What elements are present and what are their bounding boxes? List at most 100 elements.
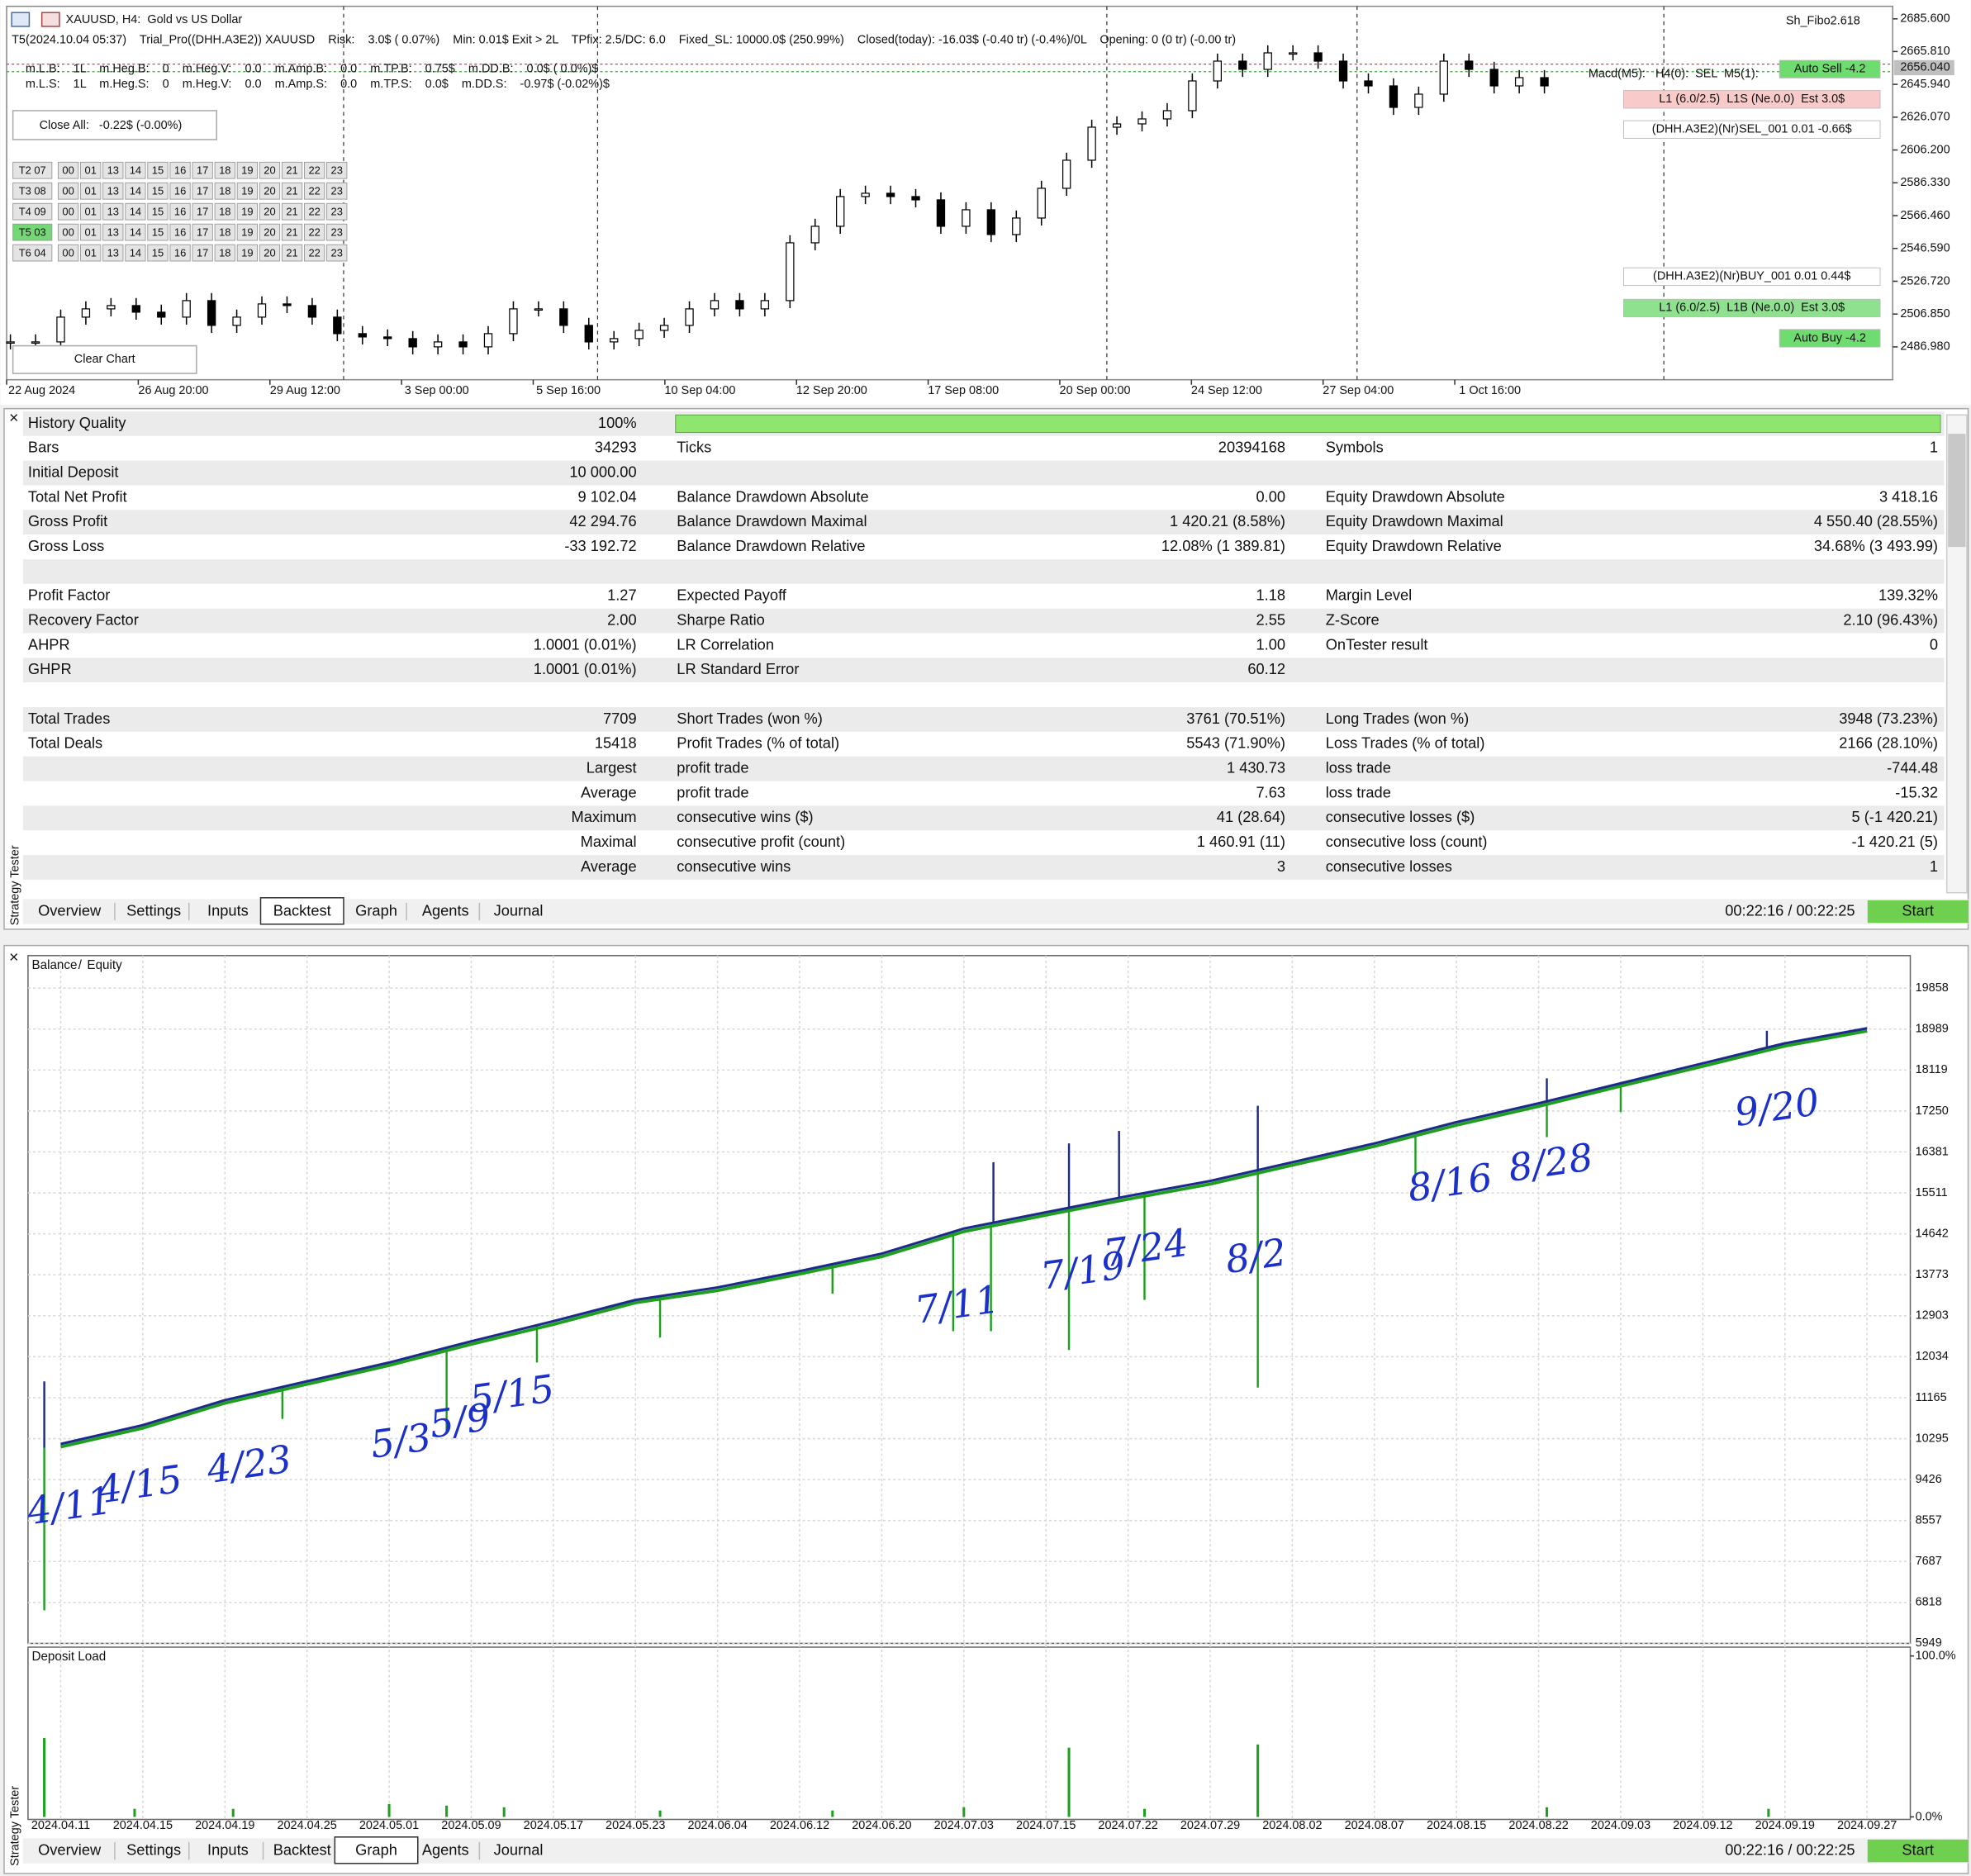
hour-label[interactable]: 23 <box>331 164 343 176</box>
day-cell[interactable] <box>12 161 53 179</box>
clear-chart-button[interactable] <box>12 344 197 374</box>
clear-chart-label[interactable]: Clear Chart <box>74 353 135 366</box>
hour-cell[interactable] <box>281 223 303 241</box>
day-cell[interactable] <box>12 182 53 200</box>
tab-label[interactable]: Inputs <box>207 1840 249 1858</box>
hour-label[interactable]: 15 <box>152 184 164 197</box>
trade-label-box[interactable] <box>1779 329 1881 348</box>
tab-label[interactable]: Inputs <box>207 901 249 919</box>
hour-cell[interactable] <box>304 182 325 200</box>
hour-label[interactable]: 21 <box>286 246 297 259</box>
hour-cell[interactable] <box>192 182 213 200</box>
hour-label[interactable]: 13 <box>107 246 119 259</box>
hour-label[interactable]: 18 <box>219 205 230 217</box>
hour-cell[interactable] <box>259 223 281 241</box>
hour-label[interactable]: 16 <box>174 205 186 217</box>
trade-label-box[interactable] <box>1623 120 1881 139</box>
hour-cell[interactable] <box>214 244 235 262</box>
hour-cell[interactable] <box>326 202 348 221</box>
hour-label[interactable]: 13 <box>107 205 119 217</box>
hour-label[interactable]: 00 <box>62 184 74 197</box>
hour-label[interactable]: 20 <box>264 164 275 176</box>
hour-cell[interactable] <box>147 161 169 179</box>
tab-label[interactable]: Settings <box>126 901 181 919</box>
hour-label[interactable]: 22 <box>308 246 320 259</box>
hour-cell[interactable] <box>147 244 169 262</box>
hour-cell[interactable] <box>102 202 124 221</box>
hour-label[interactable]: 17 <box>197 226 208 238</box>
hour-cell[interactable] <box>236 244 258 262</box>
hour-cell[interactable] <box>125 202 146 221</box>
hour-label[interactable]: 23 <box>331 226 343 238</box>
close-all-label[interactable]: Close All: -0.22$ (-0.00%) <box>40 119 183 132</box>
hour-label[interactable]: 14 <box>130 226 141 238</box>
active-tab[interactable] <box>334 1836 419 1864</box>
hour-cell[interactable] <box>80 161 102 179</box>
hour-cell[interactable] <box>259 244 281 262</box>
trade-label[interactable]: Auto Sell -4.2 <box>1794 63 1866 76</box>
hour-label[interactable]: 15 <box>152 164 164 176</box>
day-label[interactable]: T4 09 <box>19 205 46 217</box>
hour-label[interactable]: 14 <box>130 184 141 197</box>
hour-cell[interactable] <box>259 182 281 200</box>
hour-label[interactable]: 15 <box>152 226 164 238</box>
hour-cell[interactable] <box>192 161 213 179</box>
hour-label[interactable]: 16 <box>174 164 186 176</box>
hour-label[interactable]: 01 <box>85 205 97 217</box>
hour-label[interactable]: 01 <box>85 164 97 176</box>
day-label[interactable]: T2 07 <box>19 164 46 176</box>
hour-cell[interactable] <box>57 244 79 262</box>
hour-cell[interactable] <box>281 161 303 179</box>
trade-label[interactable]: L1 (6.0/2.5) L1S (Ne.0.0) Est 3.0$ <box>1659 93 1845 106</box>
hour-label[interactable]: 21 <box>286 205 297 217</box>
hour-label[interactable]: 14 <box>130 205 141 217</box>
hour-cell[interactable] <box>259 202 281 221</box>
hour-cell[interactable] <box>125 182 146 200</box>
hour-label[interactable]: 20 <box>264 184 275 197</box>
day-label[interactable]: T6 04 <box>19 246 46 259</box>
hour-label[interactable]: 22 <box>308 226 320 238</box>
hour-label[interactable]: 21 <box>286 226 297 238</box>
hour-cell[interactable] <box>57 202 79 221</box>
hour-label[interactable]: 16 <box>174 226 186 238</box>
hour-cell[interactable] <box>80 182 102 200</box>
hour-label[interactable]: 18 <box>219 164 230 176</box>
tab-label[interactable]: Graph <box>355 901 397 919</box>
hour-cell[interactable] <box>147 202 169 221</box>
hour-label[interactable]: 20 <box>264 205 275 217</box>
start-button[interactable] <box>1867 1839 1969 1863</box>
hour-label[interactable]: 14 <box>130 164 141 176</box>
hour-label[interactable]: 17 <box>197 205 208 217</box>
tab-label[interactable]: Agents <box>422 1840 469 1858</box>
active-tab-label[interactable]: Backtest <box>273 901 331 919</box>
hour-label[interactable]: 15 <box>152 205 164 217</box>
tab-label[interactable]: Settings <box>126 1840 181 1858</box>
trade-label-box[interactable] <box>1779 59 1881 78</box>
trade-label[interactable]: (DHH.A3E2)(Nr)BUY_001 0.01 0.44$ <box>1653 270 1850 283</box>
day-cell[interactable] <box>12 244 53 262</box>
trade-label-box[interactable] <box>1623 90 1881 109</box>
hour-cell[interactable] <box>192 202 213 221</box>
hour-label[interactable]: 20 <box>264 226 275 238</box>
hour-label[interactable]: 19 <box>241 205 253 217</box>
hour-cell[interactable] <box>236 223 258 241</box>
hour-cell[interactable] <box>236 161 258 179</box>
hour-cell[interactable] <box>214 202 235 221</box>
hour-cell[interactable] <box>169 244 191 262</box>
hour-label[interactable]: 17 <box>197 164 208 176</box>
hour-cell[interactable] <box>326 161 348 179</box>
hour-label[interactable]: 00 <box>62 205 74 217</box>
trade-label[interactable]: (DHH.A3E2)(Nr)SEL_001 0.01 -0.66$ <box>1652 123 1852 136</box>
hour-cell[interactable] <box>169 161 191 179</box>
hour-label[interactable]: 00 <box>62 246 74 259</box>
hour-cell[interactable] <box>304 244 325 262</box>
hour-label[interactable]: 22 <box>308 205 320 217</box>
hour-label[interactable]: 21 <box>286 184 297 197</box>
hour-cell[interactable] <box>80 223 102 241</box>
day-label[interactable]: T5 03 <box>19 226 46 238</box>
hour-cell[interactable] <box>281 244 303 262</box>
hour-cell[interactable] <box>236 202 258 221</box>
tab-label[interactable]: Agents <box>422 901 469 919</box>
hour-cell[interactable] <box>125 244 146 262</box>
hour-cell[interactable] <box>57 182 79 200</box>
